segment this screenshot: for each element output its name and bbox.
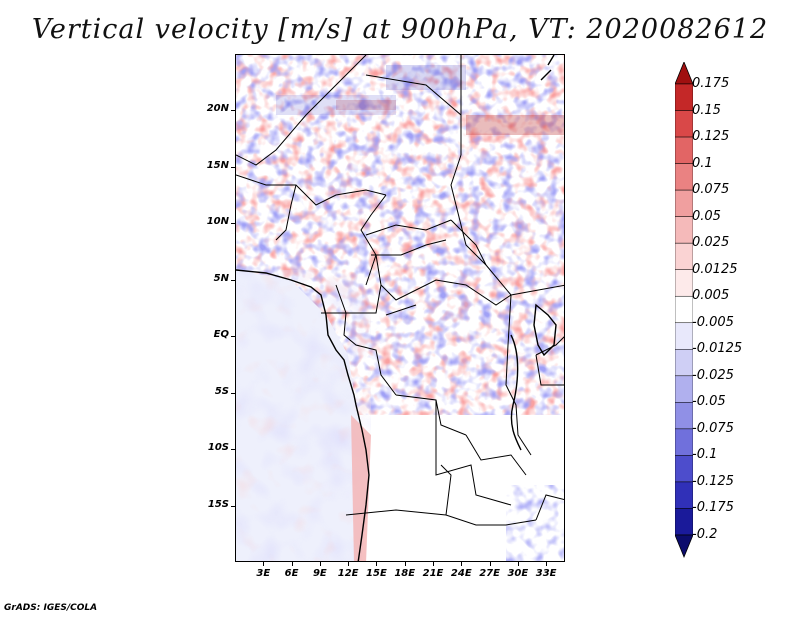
lon-label: 9E xyxy=(312,568,327,579)
lon-tick xyxy=(546,562,548,566)
colorbar-label: 0.15 xyxy=(692,102,721,118)
lat-tick xyxy=(231,392,235,394)
colorbar-segment xyxy=(675,508,693,536)
colorbar-segment xyxy=(675,295,693,324)
lon-label: 18E xyxy=(394,568,416,579)
lat-label: EQ xyxy=(213,329,229,341)
colorbar-label: 0.0125 xyxy=(692,261,738,277)
lon-label: 3E xyxy=(256,568,271,579)
lon-label: 12E xyxy=(337,568,359,579)
colorbar-label: -0.0125 xyxy=(692,341,743,357)
colorbar-segment xyxy=(675,269,693,297)
grads-credit: GrADS: IGES/COLA xyxy=(4,603,98,613)
colorbar-label: -0.2 xyxy=(692,527,718,542)
lat-tick xyxy=(231,223,235,225)
lon-tick xyxy=(348,562,350,566)
lat-label: 15N xyxy=(206,159,229,171)
colorbar-segment xyxy=(675,163,693,191)
lon-tick xyxy=(433,562,434,566)
colorbar xyxy=(675,62,693,559)
lon-label: 30E xyxy=(507,568,529,579)
lat-label: 15S xyxy=(207,498,229,510)
colorbar-label: -0.175 xyxy=(692,500,734,516)
velocity-field-ocean xyxy=(236,270,371,561)
lat-label: 20N xyxy=(206,103,229,115)
lon-label: 33E xyxy=(535,568,557,579)
lat-tick xyxy=(231,505,235,507)
vertical-velocity-map xyxy=(236,55,564,561)
colorbar-label: 0.175 xyxy=(692,76,730,91)
colorbar-segment xyxy=(675,428,693,456)
velocity-strong-bands xyxy=(276,65,564,135)
lat-tick xyxy=(231,110,235,112)
colorbar-label: -0.075 xyxy=(692,420,734,436)
lon-tick xyxy=(489,562,491,566)
colorbar-label: 0.05 xyxy=(692,208,721,224)
colorbar-label: -0.005 xyxy=(692,314,734,330)
coastline xyxy=(236,55,557,561)
lon-tick xyxy=(376,562,378,566)
lat-label: 10S xyxy=(207,442,229,454)
lat-tick xyxy=(231,166,235,168)
lon-tick xyxy=(291,562,293,566)
lon-tick xyxy=(263,562,265,566)
colorbar-segment xyxy=(675,216,693,244)
map-panel xyxy=(235,54,565,562)
lat-label: 5S xyxy=(214,385,229,397)
lon-label: 24E xyxy=(450,568,472,579)
colorbar-label: -0.1 xyxy=(692,447,718,463)
colorbar-label: 0.1 xyxy=(692,155,713,171)
colorbar-cap-bottom xyxy=(675,534,693,559)
lat-tick xyxy=(231,279,235,281)
velocity-field-north xyxy=(236,55,564,415)
colorbar-segment xyxy=(675,455,693,483)
colorbar-segment xyxy=(675,402,693,430)
colorbar-segment xyxy=(675,481,693,509)
colorbar-label: -0.05 xyxy=(692,394,726,410)
lat-tick xyxy=(231,336,235,338)
colorbar-label: -0.025 xyxy=(692,367,734,383)
lat-tick xyxy=(231,449,235,451)
colorbar-segment xyxy=(675,83,693,111)
colorbar-cap-top xyxy=(675,62,693,85)
colorbar-segment xyxy=(675,349,693,377)
colorbar-segment xyxy=(675,189,693,217)
lon-label: 15E xyxy=(366,568,387,579)
lon-tick xyxy=(461,562,463,566)
lat-label: 10N xyxy=(206,216,229,228)
colorbar-label: 0.025 xyxy=(692,235,730,251)
colorbar-label: -0.125 xyxy=(692,473,734,489)
colorbar-label: 0.125 xyxy=(692,129,730,145)
lon-label: 21E xyxy=(422,568,444,579)
lat-label: 5N xyxy=(213,272,229,284)
lon-label: 6E xyxy=(284,568,299,579)
colorbar-label: 0.005 xyxy=(692,288,730,304)
colorbar-segment xyxy=(675,242,693,270)
colorbar-segment xyxy=(675,375,693,403)
chart-title: Vertical velocity [m/s] at 900hPa, VT: 2… xyxy=(31,14,769,45)
lon-tick xyxy=(404,562,406,566)
colorbar-segment xyxy=(675,110,693,138)
colorbar-label: 0.075 xyxy=(692,182,730,198)
lon-tick xyxy=(319,562,321,566)
colorbar-segment xyxy=(675,322,693,350)
lon-label: 27E xyxy=(479,568,500,579)
lon-tick xyxy=(517,562,519,566)
colorbar-segment xyxy=(675,136,693,164)
